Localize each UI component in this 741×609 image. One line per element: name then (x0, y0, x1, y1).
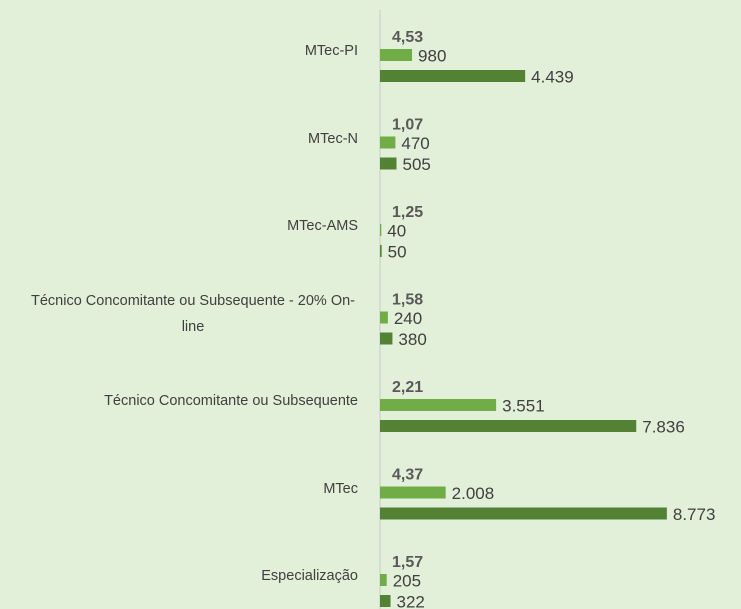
value-label: 322 (397, 592, 425, 609)
bar (380, 157, 397, 170)
ratio-label: 1,07 (392, 117, 423, 134)
value-label: 4.439 (531, 67, 574, 86)
category-label: MTec (323, 480, 358, 497)
bar (380, 486, 446, 499)
bar (380, 311, 388, 324)
value-label: 470 (401, 134, 429, 153)
bar (380, 49, 413, 61)
value-label: 3.551 (502, 396, 545, 415)
bar (380, 507, 667, 520)
value-label: 505 (403, 155, 431, 174)
bar (380, 399, 497, 411)
value-label: 980 (418, 46, 446, 65)
value-label: 380 (398, 330, 426, 349)
value-label: 2.008 (452, 484, 495, 503)
category-label: MTec-PI (304, 43, 358, 59)
category-label: Técnico Concomitante ou Subsequente (104, 393, 358, 409)
ratio-label: 4,53 (392, 29, 423, 46)
ratio-label: 1,58 (392, 292, 423, 309)
value-label: 8.773 (673, 505, 716, 524)
bar (380, 332, 393, 345)
value-label: 7.836 (642, 417, 685, 436)
category-label: Técnico Concomitante ou Subsequente - 20… (30, 292, 356, 335)
value-label: 240 (394, 309, 422, 328)
bar (380, 70, 526, 82)
ratio-label: 1,25 (392, 204, 423, 221)
value-label: 40 (387, 221, 406, 240)
category-label: MTec-N (308, 130, 358, 147)
bar (380, 245, 382, 257)
ratio-label: 2,21 (392, 379, 423, 396)
ratio-label: 4,37 (392, 467, 423, 484)
bar (380, 136, 396, 149)
bar (380, 420, 637, 432)
bar (380, 595, 391, 607)
bar (380, 574, 387, 586)
value-label: 205 (393, 571, 421, 590)
category-label: Especialização (261, 568, 358, 584)
category-label: MTec-AMS (287, 218, 358, 234)
value-label: 50 (388, 242, 407, 261)
ratio-label: 1,57 (392, 554, 423, 571)
bar (380, 224, 382, 236)
